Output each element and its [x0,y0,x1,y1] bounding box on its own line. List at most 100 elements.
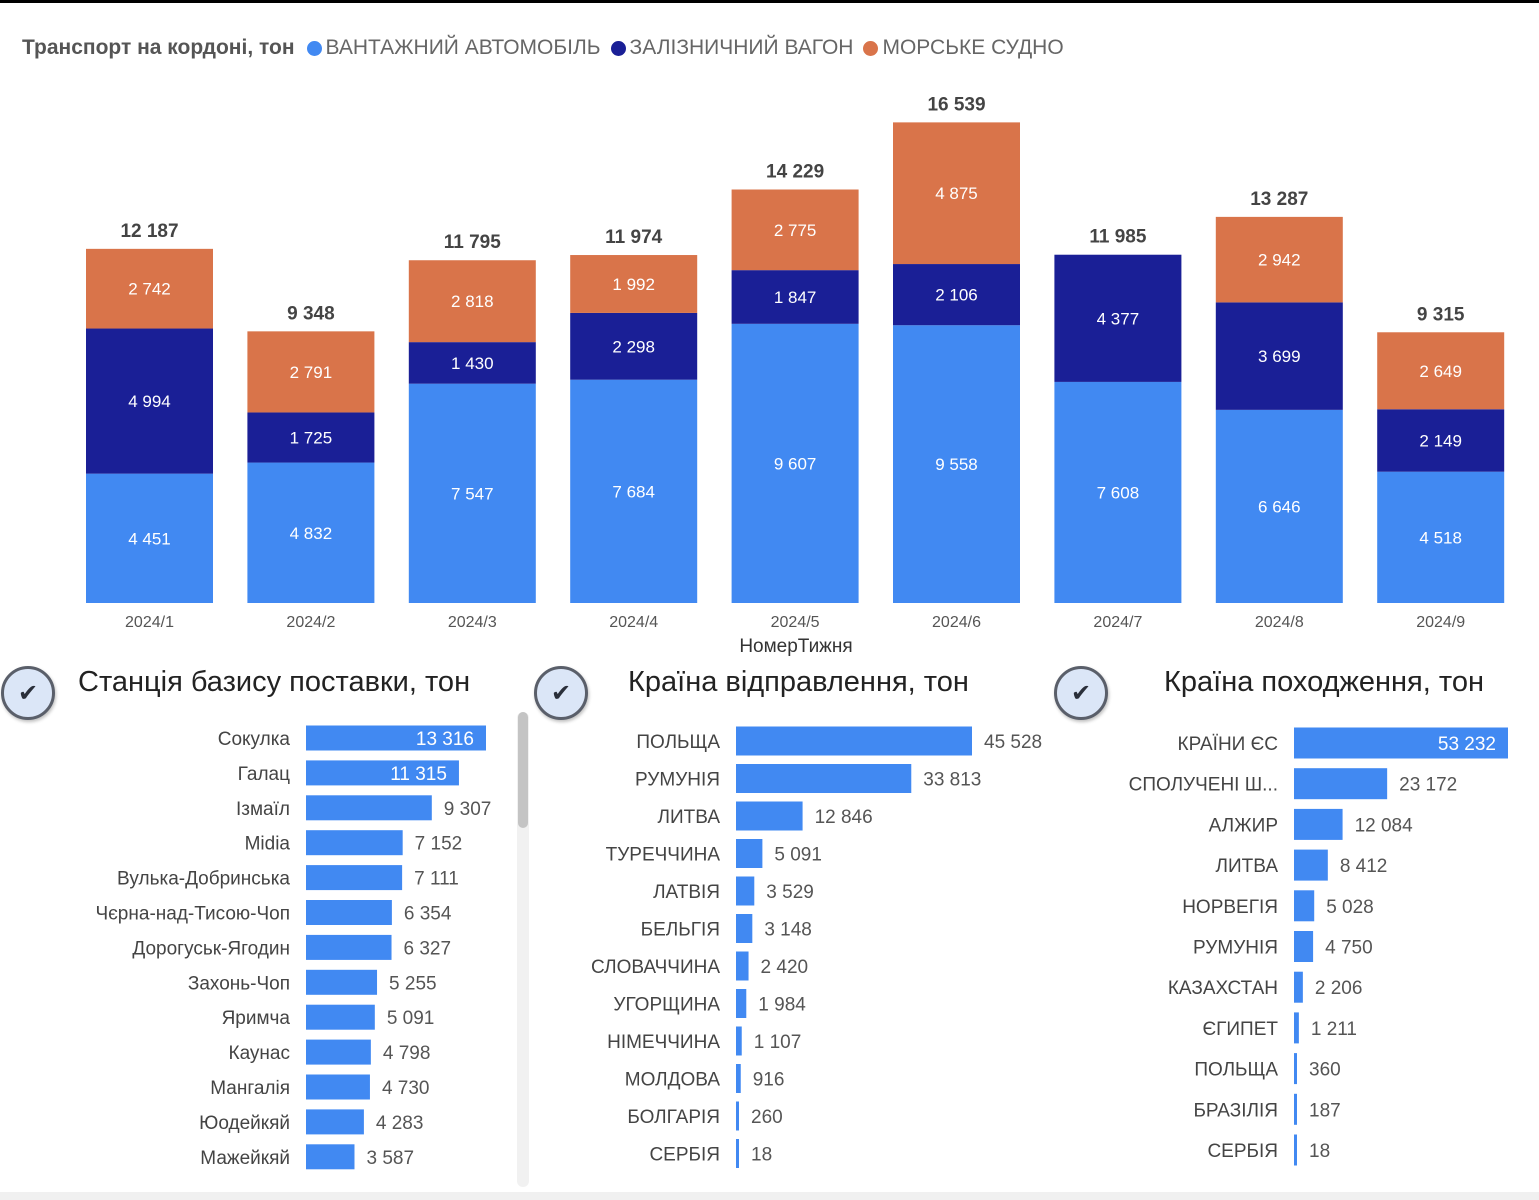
bar-segment [247,331,375,413]
hbar [306,934,392,960]
hbar-category-label: Дорогуськ-Ягодин [132,938,290,959]
hbar-value-label: 12 084 [1355,815,1414,836]
bar-segment [1377,332,1505,410]
hbar-value-label: 5 255 [389,973,437,994]
hbar [736,764,912,793]
hbar-category-label: СЕРБІЯ [1207,1141,1278,1162]
bar-segment-label: 6 646 [1258,497,1301,516]
hbar-value-label: 23 172 [1399,775,1457,796]
hbar-category-label: НОРВЕГІЯ [1182,897,1278,918]
legend-item-sea[interactable]: МОРСЬКЕ СУДНО [863,36,1064,60]
panel-title-station: Станція базису поставки, тон [78,666,471,698]
hbar-value-label: 18 [751,1145,772,1166]
hbar-category-label: УГОРЩИНА [613,995,720,1016]
hbar-value-label: 5 028 [1326,897,1374,918]
hbar-value-label: 5 091 [387,1008,435,1029]
hbar-category-label: КАЗАХСТАН [1168,978,1278,999]
check-button-station[interactable]: ✔ [1,666,55,720]
bar-segment-label: 2 942 [1258,251,1301,270]
hbar [736,876,755,906]
hbar [736,951,749,981]
bar-total-label: 16 539 [927,94,985,115]
hbar-category-label: Вулька-Добринська [117,869,290,890]
hbar-category-label: МОЛДОВА [625,1070,721,1091]
hbar [1294,1093,1297,1125]
hbar [1294,768,1388,800]
hbar-category-label: АЛЖИР [1209,815,1278,836]
hbar-value-label: 5 091 [774,845,822,866]
panel-title-origin: Країна походження, тон [1164,666,1484,698]
hbar-category-label: РУМУНІЯ [1193,938,1278,959]
bar-segment-label: 1 725 [290,429,333,448]
bar-segment [1054,254,1182,382]
hbar-category-label: Яримча [222,1008,291,1029]
hbar-category-label: БЕЛЬГІЯ [641,920,720,941]
hbar [736,1101,739,1131]
hbar-value-label: 1 107 [754,1032,802,1053]
legend-label-truck: ВАНТАЖНИЙ АВТОМОБІЛЬ [325,36,601,59]
station-scrollbar-track[interactable] [517,712,529,1187]
legend-dot-sea [863,40,879,56]
bar-segment-label: 3 699 [1258,347,1301,366]
panel-title-departure: Країна відправлення, тон [628,666,969,698]
hbar [736,726,972,756]
hbar [306,900,392,925]
bar-segment [1215,302,1343,410]
hbar-category-label: ТУРЕЧЧИНА [606,845,721,866]
x-tick-label: 2024/3 [448,614,497,631]
hbar [306,969,378,995]
bar-total-label: 9 315 [1417,304,1465,325]
bottom-strip [0,1192,1539,1200]
legend-title: Транспорт на кордоні, тон [22,36,295,59]
legend-item-truck[interactable]: ВАНТАЖНИЙ АВТОМОБІЛЬ [306,36,601,60]
hbar-category-label: ЛИТВА [658,807,721,828]
bar-segment [570,255,698,313]
legend-dot-rail [610,40,626,56]
hbar [1294,1012,1299,1044]
bar-segment [731,270,859,324]
station-scrollbar-thumb[interactable] [518,712,528,828]
hbar-value-label: 4 283 [376,1113,424,1134]
hbar-value-label: 7 152 [415,834,463,855]
bar-segment-label: 7 547 [451,484,494,503]
bar-segment-label: 4 832 [290,524,333,543]
bar-segment-label: 2 649 [1419,362,1462,381]
x-tick-label: 2024/1 [125,614,174,631]
hbar-category-label: ЛАТВІЯ [653,882,720,903]
hbar [306,865,403,891]
hbar-category-label: РУМУНІЯ [635,770,720,791]
check-button-departure[interactable]: ✔ [534,666,588,720]
hbar [736,1139,739,1168]
hbar [736,1064,741,1093]
hbar-category-label: Каунас [229,1043,290,1064]
hbar [306,1109,364,1135]
hbar-category-label: Юодейкяй [199,1113,290,1134]
hbar-value-label: 916 [753,1070,785,1091]
bar-segment-label: 9 607 [774,454,817,473]
check-button-origin[interactable]: ✔ [1054,666,1108,720]
hbar-category-label: Мангалія [210,1078,290,1099]
hbar-category-label: БОЛГАРІЯ [627,1107,720,1128]
hbar-value-label: 3 587 [366,1148,414,1169]
hbar [306,1039,371,1065]
bar-segment [1054,381,1182,603]
hbar-value-label: 11 315 [390,764,447,785]
hbar-value-label: 1 984 [758,995,806,1016]
hbar-value-label: 13 316 [416,729,474,750]
hbar-value-label: 12 846 [815,807,873,828]
hbar-value-label: 2 420 [761,957,809,978]
bar-segment-label: 7 684 [612,482,655,501]
bar-segment-label: 4 875 [935,184,978,203]
hbar-value-label: 6 354 [404,904,452,925]
bar-total-label: 9 348 [287,303,335,324]
hbar [736,839,763,868]
check-icon: ✔ [17,679,39,707]
hbar-value-label: 3 529 [766,882,814,903]
hbar-value-label: 260 [751,1107,783,1128]
hbar-value-label: 4 798 [383,1043,431,1064]
legend-item-rail[interactable]: ЗАЛІЗНИЧНИЙ ВАГОН [610,36,853,60]
hbar-value-label: 33 813 [923,770,981,791]
bar-segment [1215,409,1343,603]
hbar-category-label: ЛИТВА [1216,856,1279,877]
